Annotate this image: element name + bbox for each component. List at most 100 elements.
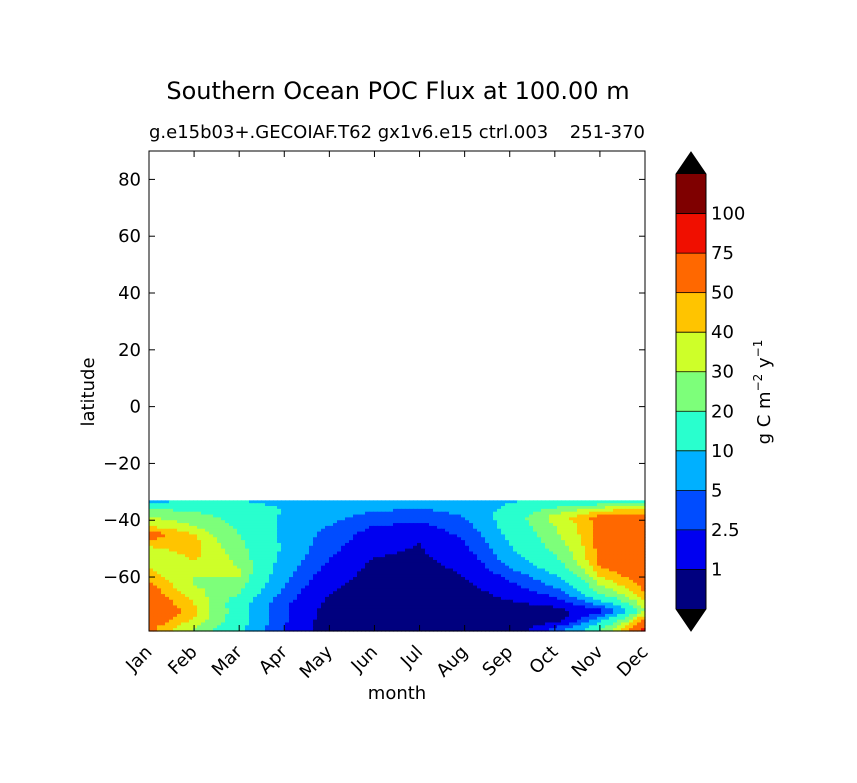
field-cell bbox=[505, 568, 510, 572]
field-cell bbox=[281, 500, 286, 504]
field-cell bbox=[277, 577, 282, 581]
field-cell bbox=[533, 548, 538, 553]
field-cell bbox=[365, 557, 370, 561]
field-cell bbox=[321, 565, 326, 570]
field-cell bbox=[625, 579, 630, 584]
field-cell bbox=[593, 506, 598, 510]
field-cell bbox=[409, 548, 414, 553]
field-cell bbox=[373, 523, 378, 527]
field-cell bbox=[185, 562, 190, 567]
field-cell bbox=[313, 579, 318, 584]
field-cell bbox=[157, 571, 162, 575]
field-cell bbox=[189, 599, 194, 604]
field-cell bbox=[557, 602, 562, 607]
field-cell bbox=[525, 537, 530, 541]
field-cell bbox=[573, 582, 578, 587]
field-cell bbox=[189, 574, 194, 578]
field-cell bbox=[349, 542, 354, 547]
field-cell bbox=[577, 611, 582, 615]
field-cell bbox=[481, 596, 486, 601]
field-cell bbox=[293, 611, 298, 615]
field-cell bbox=[473, 605, 478, 609]
field-cell bbox=[261, 565, 266, 570]
field-cell bbox=[169, 577, 174, 581]
field-cell bbox=[561, 517, 566, 521]
field-cell bbox=[377, 571, 382, 575]
field-cell bbox=[601, 559, 606, 564]
field-cell bbox=[373, 585, 378, 589]
field-cell bbox=[573, 565, 578, 570]
field-cell bbox=[189, 545, 194, 550]
field-cell bbox=[349, 571, 354, 575]
field-cell bbox=[613, 599, 618, 604]
field-cell bbox=[353, 559, 358, 564]
field-cell bbox=[361, 511, 366, 516]
field-cell bbox=[529, 531, 534, 536]
field-cell bbox=[485, 591, 490, 595]
field-cell bbox=[221, 503, 226, 507]
field-cell bbox=[393, 585, 398, 589]
field-cell bbox=[321, 531, 326, 536]
field-cell bbox=[613, 551, 618, 555]
field-cell bbox=[189, 559, 194, 564]
field-cell bbox=[381, 548, 386, 553]
field-cell bbox=[541, 551, 546, 555]
field-cell bbox=[373, 554, 378, 558]
field-cell bbox=[329, 574, 334, 578]
field-cell bbox=[257, 605, 262, 609]
field-cell bbox=[513, 588, 518, 592]
field-cell bbox=[241, 525, 246, 530]
field-cell bbox=[229, 551, 234, 555]
field-cell bbox=[541, 559, 546, 564]
field-cell bbox=[173, 545, 178, 550]
field-cell bbox=[181, 596, 186, 601]
field-cell bbox=[349, 591, 354, 595]
field-cell bbox=[381, 562, 386, 567]
field-cell bbox=[445, 503, 450, 507]
field-cell bbox=[349, 605, 354, 609]
field-cell bbox=[453, 511, 458, 516]
field-cell bbox=[361, 579, 366, 584]
field-cell bbox=[609, 525, 614, 530]
field-cell bbox=[169, 534, 174, 538]
field-cell bbox=[469, 517, 474, 521]
field-cell bbox=[281, 520, 286, 524]
field-cell bbox=[277, 608, 282, 612]
field-cell bbox=[157, 511, 162, 516]
field-cell bbox=[261, 528, 266, 533]
field-cell bbox=[477, 585, 482, 589]
field-cell bbox=[389, 534, 394, 538]
field-cell bbox=[593, 520, 598, 524]
field-cell bbox=[177, 579, 182, 584]
field-cell bbox=[333, 588, 338, 592]
field-cell bbox=[637, 608, 642, 612]
field-cell bbox=[233, 599, 238, 604]
field-cell bbox=[345, 506, 350, 510]
field-cell bbox=[273, 548, 278, 553]
field-cell bbox=[605, 605, 610, 609]
field-cell bbox=[329, 588, 334, 592]
field-cell bbox=[593, 559, 598, 564]
field-cell bbox=[597, 568, 602, 572]
field-cell bbox=[309, 525, 314, 530]
field-cell bbox=[601, 551, 606, 555]
field-cell bbox=[625, 554, 630, 558]
field-cell bbox=[309, 568, 314, 572]
field-cell bbox=[437, 514, 442, 518]
field-cell bbox=[377, 559, 382, 564]
field-cell bbox=[157, 585, 162, 589]
field-cell bbox=[457, 585, 462, 589]
field-cell bbox=[337, 574, 342, 578]
field-cell bbox=[613, 506, 618, 510]
field-cell bbox=[233, 531, 238, 536]
field-cell bbox=[285, 594, 290, 598]
field-cell bbox=[493, 523, 498, 527]
field-cell bbox=[465, 531, 470, 536]
field-cell bbox=[253, 554, 258, 558]
field-cell bbox=[621, 591, 626, 595]
field-cell bbox=[585, 596, 590, 601]
field-cell bbox=[621, 611, 626, 615]
field-cell bbox=[497, 528, 502, 533]
field-cell bbox=[617, 511, 622, 516]
field-cell bbox=[573, 531, 578, 536]
